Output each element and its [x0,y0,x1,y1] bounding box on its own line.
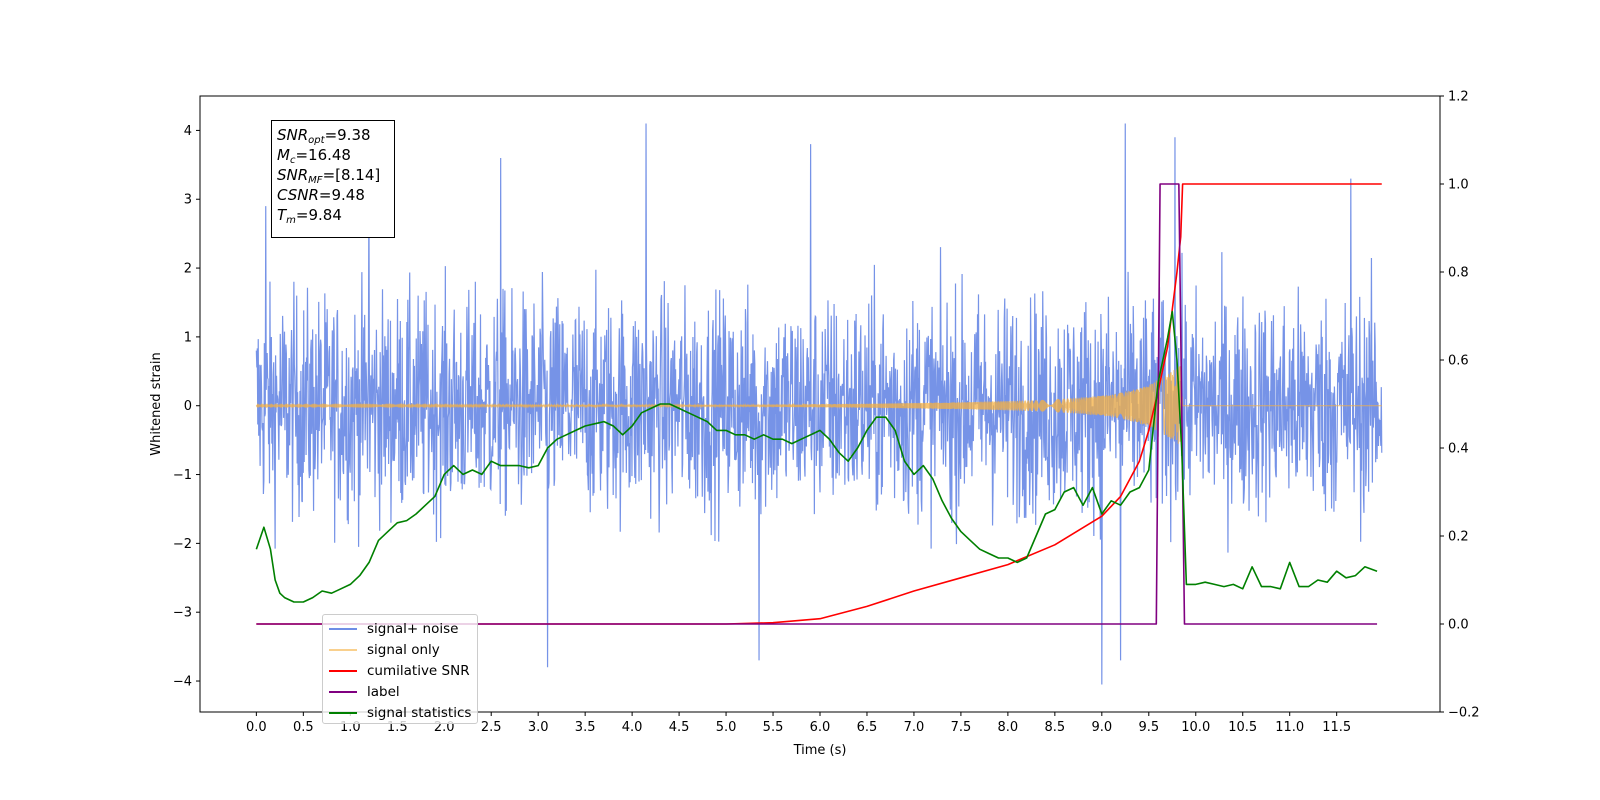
x-tick-label: 11.5 [1322,720,1351,735]
legend-label: label [367,683,400,700]
legend-swatch [329,648,357,651]
info-tm-value: =9.84 [295,206,342,224]
legend-swatch [329,711,357,714]
x-tick-label: 4.5 [669,720,690,735]
chart-legend: signal+ noise signal only cumilative SNR la… [322,614,478,724]
info-snr-mf: SNRMF=[8.14] [277,165,394,186]
legend-label: signal+ noise [367,620,459,637]
y2-tick-label: 0.6 [1448,354,1469,369]
y-tick-label: 1 [184,330,192,345]
info-snr-opt-subscript: opt [308,135,325,146]
x-tick-label: 5.5 [763,720,784,735]
x-tick-label: 11.0 [1275,720,1304,735]
y-tick-label: −1 [173,468,192,483]
legend-swatch [329,690,357,693]
info-csnr-symbol: CSNR [277,186,319,204]
info-box: SNRopt=9.38 Mc=16.48 SNRMF=[8.14] CSNR=9… [271,120,395,238]
series-label [256,183,1378,625]
legend-item: signal+ noise [329,618,477,639]
x-tick-label: 0.0 [246,720,267,735]
info-mc: Mc=16.48 [277,145,394,166]
y-tick-label: 3 [184,193,192,208]
x-tick-label: 10.0 [1181,720,1210,735]
x-tick-label: 10.5 [1228,720,1257,735]
y2-tick-label: 0.8 [1448,266,1469,281]
y-axis-right: −0.2 0.0 0.2 0.4 0.6 0.8 1.0 1.2 [1440,90,1480,721]
legend-item: signal statistics [329,702,477,723]
legend-item: cumilative SNR [329,660,477,681]
x-tick-label: 6.0 [810,720,831,735]
legend-label: signal statistics [367,704,472,721]
x-tick-label: 5.0 [716,720,737,735]
y2-tick-label: 0.0 [1448,618,1469,633]
y2-tick-label: 1.0 [1448,178,1469,193]
x-tick-label: 3.0 [528,720,549,735]
x-tick-label: 4.0 [622,720,643,735]
series-signal-only [255,366,1382,444]
x-axis: 0.0 0.5 1.0 1.5 2.0 2.5 3.0 3.5 4.0 4.5 5.0 5.5 6.0 6… [246,712,1351,735]
y-axis-label: Whitened strain [149,352,164,455]
legend-swatch [329,669,357,672]
y2-tick-label: 1.2 [1448,90,1469,105]
series-cumulative-snr [256,183,1382,625]
y2-tick-label: 0.4 [1448,442,1469,457]
info-snr-mf-symbol: SNR [277,166,309,184]
series-signal-statistics [255,310,1378,603]
legend-label: signal only [367,641,440,658]
info-tm-symbol: T [277,206,287,224]
info-tm: Tm=9.84 [277,205,394,226]
x-tick-label: 9.0 [1091,720,1112,735]
y-tick-label: 2 [184,262,192,277]
legend-item: signal only [329,639,477,660]
y2-tick-label: 0.2 [1448,530,1469,545]
info-csnr-value: =9.48 [318,186,365,204]
x-tick-label: 7.0 [904,720,925,735]
x-tick-label: 2.5 [481,720,502,735]
info-csnr: CSNR=9.48 [277,185,394,205]
legend-label: cumilative SNR [367,662,470,679]
y-tick-label: −3 [173,606,192,621]
info-snr-mf-subscript: MF [308,175,323,186]
info-snr-mf-value: =[8.14] [322,166,381,184]
y-tick-label: 0 [184,399,192,414]
y-tick-label: −2 [173,537,192,552]
legend-swatch [329,627,357,630]
y-tick-label: 4 [184,124,192,139]
y-tick-label: −4 [173,675,192,690]
info-mc-subscript: c [289,155,296,166]
info-mc-symbol: M [277,146,290,164]
info-tm-subscript: m [286,215,296,226]
x-tick-label: 3.5 [575,720,596,735]
x-tick-label: 9.5 [1138,720,1159,735]
x-tick-label: 8.0 [998,720,1019,735]
x-axis-label: Time (s) [793,743,847,758]
legend-item: label [329,681,477,702]
series-layer [255,123,1383,685]
x-tick-label: 6.5 [857,720,878,735]
info-snr-opt-symbol: SNR [277,126,309,144]
y2-tick-label: −0.2 [1448,706,1480,721]
x-tick-label: 8.5 [1045,720,1066,735]
x-tick-label: 7.5 [951,720,972,735]
info-snr-opt-value: =9.38 [324,126,371,144]
x-tick-label: 0.5 [293,720,314,735]
info-mc-value: =16.48 [295,146,351,164]
info-snr-opt: SNRopt=9.38 [277,125,394,146]
y-axis-left: −4 −3 −2 −1 0 1 2 3 4 [173,124,200,690]
